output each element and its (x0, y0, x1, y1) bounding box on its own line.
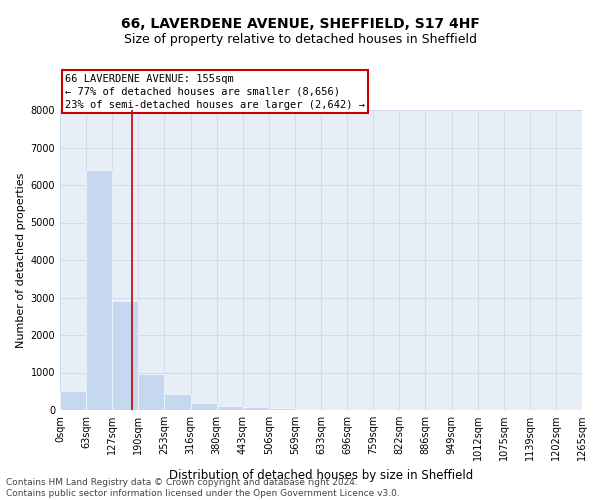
Text: 66, LAVERDENE AVENUE, SHEFFIELD, S17 4HF: 66, LAVERDENE AVENUE, SHEFFIELD, S17 4HF (121, 18, 479, 32)
Bar (191, 403, 217, 410)
Bar (164, 394, 191, 410)
Bar (269, 408, 295, 410)
Text: Contains HM Land Registry data © Crown copyright and database right 2024.
Contai: Contains HM Land Registry data © Crown c… (6, 478, 400, 498)
Bar (60, 391, 86, 410)
Bar (139, 374, 164, 410)
X-axis label: Distribution of detached houses by size in Sheffield: Distribution of detached houses by size … (169, 468, 473, 481)
Bar (242, 408, 269, 410)
Bar (112, 301, 139, 410)
Text: 66 LAVERDENE AVENUE: 155sqm
← 77% of detached houses are smaller (8,656)
23% of : 66 LAVERDENE AVENUE: 155sqm ← 77% of det… (65, 74, 365, 110)
Bar (86, 170, 112, 410)
Text: Size of property relative to detached houses in Sheffield: Size of property relative to detached ho… (124, 32, 476, 46)
Y-axis label: Number of detached properties: Number of detached properties (16, 172, 26, 348)
Bar (217, 406, 243, 410)
